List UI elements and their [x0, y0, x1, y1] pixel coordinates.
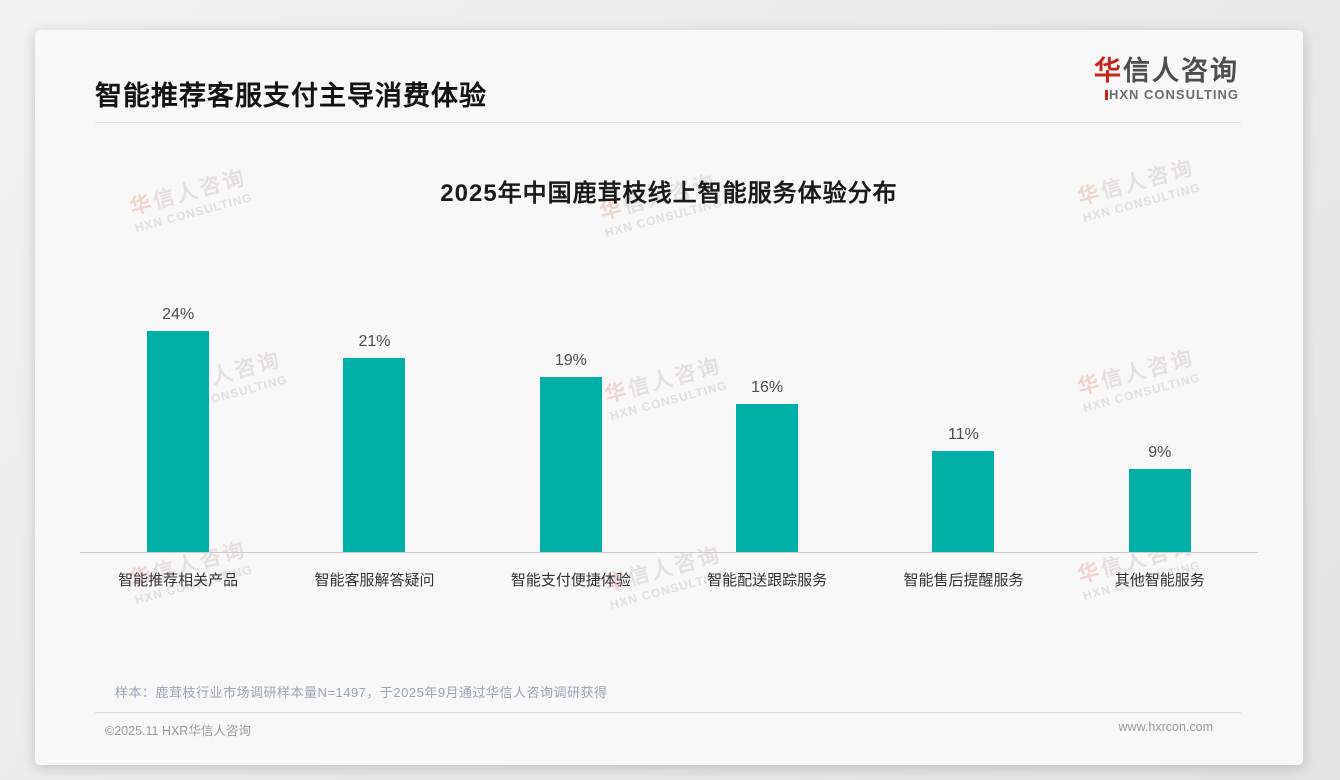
category-label: 智能客服解答疑问: [314, 572, 435, 589]
bar: [343, 358, 406, 552]
category-label: 智能售后提醒服务: [903, 572, 1024, 589]
bar-value-label: 16%: [751, 379, 784, 397]
plot-area: 24% 21% 19% 16% 11% 9%: [80, 306, 1258, 553]
bar-column: 21%: [276, 312, 472, 552]
bar-value-label: 24%: [162, 305, 195, 323]
bar: [147, 330, 210, 552]
category-label: 其他智能服务: [1114, 572, 1205, 589]
bar-value-label: 19%: [554, 351, 587, 369]
bar: [539, 376, 602, 552]
bar-column: 11%: [865, 312, 1061, 552]
page-title: 智能推荐客服支付主导消费体验: [95, 81, 487, 111]
logo-en-first: H: [1108, 87, 1120, 103]
header-divider: [95, 122, 1241, 123]
sample-note: 样本：鹿茸枝行业市场调研样本量N=1497，于2025年9月通过华信人咨询调研获…: [115, 685, 608, 700]
bar-value-label: 21%: [358, 333, 391, 351]
bar-column: 9%: [1062, 312, 1258, 552]
logo-en-text: HXN CONSULTING: [1094, 87, 1239, 103]
bar-column: 16%: [669, 312, 865, 552]
logo-cn-accent-char: 华: [1094, 56, 1123, 86]
chart-title: 2025年中国鹿茸枝线上智能服务体验分布: [440, 180, 898, 207]
category-label: 智能推荐相关产品: [118, 572, 239, 589]
bar-column: 24%: [80, 306, 276, 552]
bar: [1128, 468, 1191, 552]
copyright-text: ©2025.11 HXR华信人咨询: [105, 724, 251, 738]
bar: [736, 404, 799, 552]
bar-column: 19%: [473, 312, 669, 552]
bar-chart: 24% 21% 19% 16% 11% 9% 智能推荐相关产品 智能客服解答疑问 智能支付便捷…: [80, 306, 1258, 590]
bar-value-label: 11%: [948, 425, 979, 443]
bar-value-label: 9%: [1148, 443, 1172, 461]
footer-divider: [95, 712, 1241, 713]
bar: [932, 450, 995, 552]
category-labels: 智能推荐相关产品 智能客服解答疑问 智能支付便捷体验 智能配送跟踪服务 智能售后提醒服务…: [80, 553, 1258, 590]
company-logo: 华信人咨询 HXN CONSULTING: [1094, 56, 1239, 103]
logo-cn-rest: 信人咨询: [1123, 56, 1239, 86]
logo-cn-text: 华信人咨询: [1094, 56, 1239, 87]
website-url: www.hxrcon.com: [1118, 720, 1213, 734]
logo-en-rest: XN CONSULTING: [1119, 87, 1239, 103]
slide-card: 智能推荐客服支付主导消费体验 华信人咨询 HXN CONSULTING 2025…: [35, 30, 1303, 765]
logo-accent-mark: [1104, 90, 1108, 101]
category-label: 智能支付便捷体验: [510, 572, 631, 589]
category-label: 智能配送跟踪服务: [707, 572, 828, 589]
